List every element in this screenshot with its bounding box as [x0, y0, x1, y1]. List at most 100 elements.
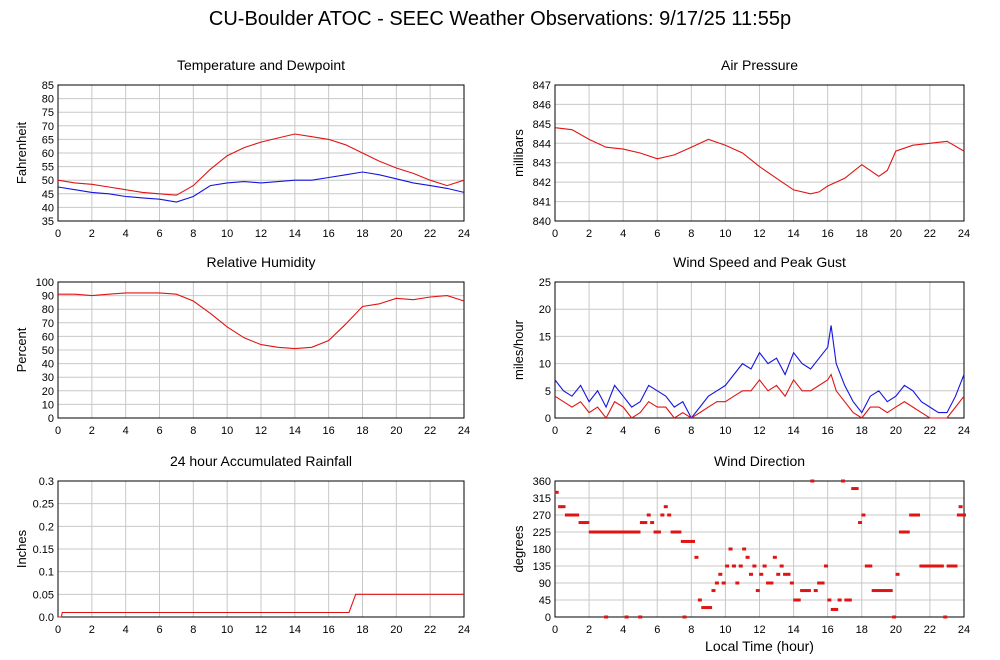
direction-point: [604, 615, 609, 619]
x-axis-label: Local Time (hour): [705, 638, 814, 654]
x-tick-label: 18: [856, 425, 868, 437]
x-tick-label: 8: [190, 228, 196, 240]
direction-point: [578, 521, 583, 525]
y-tick-label: 30: [42, 372, 54, 384]
series-line-red: [554, 127, 965, 195]
y-axis-label: Fahrenheit: [14, 122, 29, 185]
y-tick-label: 90: [539, 578, 551, 590]
x-tick-label: 22: [424, 624, 436, 636]
y-tick-label: 0.2: [39, 521, 54, 533]
x-tick-label: 14: [787, 228, 799, 240]
y-axis-label: Percent: [14, 327, 29, 372]
y-tick-label: 0.25: [33, 499, 54, 511]
x-tick-label: 0: [55, 425, 61, 437]
x-tick-label: 0: [552, 624, 558, 636]
direction-point: [844, 598, 849, 602]
y-tick-label: 40: [42, 202, 54, 214]
x-tick-label: 24: [958, 425, 970, 437]
x-tick-label: 4: [123, 228, 129, 240]
x-tick-label: 18: [856, 228, 868, 240]
y-tick-label: 85: [42, 80, 54, 92]
direction-point: [624, 615, 629, 619]
direction-point: [731, 564, 736, 568]
y-tick-label: 20: [42, 386, 54, 398]
y-tick-label: 60: [42, 148, 54, 160]
direction-point: [660, 513, 665, 517]
direction-point: [813, 589, 818, 593]
x-tick-label: 16: [323, 624, 335, 636]
direction-point: [718, 572, 723, 576]
x-tick-label: 20: [890, 425, 902, 437]
y-tick-label: 80: [42, 304, 54, 316]
y-tick-label: 75: [42, 107, 54, 119]
x-tick-label: 20: [890, 624, 902, 636]
x-tick-label: 6: [156, 228, 162, 240]
x-tick-label: 0: [55, 624, 61, 636]
series-line-red: [57, 133, 465, 196]
direction-point: [796, 598, 801, 602]
direction-point: [868, 564, 873, 568]
direction-point: [820, 581, 825, 585]
direction-point: [638, 615, 643, 619]
x-tick-label: 2: [89, 425, 95, 437]
plot-frame: [57, 480, 465, 618]
y-tick-label: 15: [539, 331, 551, 343]
direction-point: [697, 598, 702, 602]
direction-point: [864, 564, 869, 568]
x-tick-label: 12: [753, 624, 765, 636]
y-axis-label: miles/hour: [511, 319, 526, 380]
direction-point: [711, 589, 716, 593]
direction-point: [663, 505, 668, 509]
x-tick-label: 4: [123, 425, 129, 437]
y-tick-label: 0.15: [33, 544, 54, 556]
direction-point: [677, 530, 682, 534]
direction-point: [687, 539, 692, 543]
direction-point: [656, 530, 661, 534]
direction-point: [725, 564, 730, 568]
direction-point: [667, 513, 672, 517]
y-tick-label: 60: [42, 331, 54, 343]
direction-point: [752, 564, 757, 568]
direction-point: [841, 479, 846, 483]
direction-point: [704, 606, 709, 610]
x-tick-label: 2: [89, 228, 95, 240]
y-tick-label: 0: [48, 413, 54, 425]
direction-point: [721, 581, 726, 585]
y-tick-label: 845: [533, 119, 551, 131]
y-tick-label: 840: [533, 216, 551, 228]
y-tick-label: 844: [533, 138, 551, 150]
direction-point: [639, 521, 644, 525]
y-tick-label: 50: [42, 175, 54, 187]
y-tick-label: 225: [533, 527, 551, 539]
x-tick-label: 14: [289, 425, 301, 437]
direction-point: [861, 513, 866, 517]
x-tick-label: 2: [586, 624, 592, 636]
direction-point: [806, 589, 811, 593]
direction-point: [902, 530, 907, 534]
x-tick-label: 8: [688, 425, 694, 437]
chart-title: Relative Humidity: [207, 254, 316, 270]
y-tick-label: 0.3: [39, 476, 54, 488]
direction-point: [670, 530, 675, 534]
direction-point: [619, 530, 624, 534]
x-tick-label: 22: [424, 228, 436, 240]
x-tick-label: 4: [123, 624, 129, 636]
direction-point: [779, 564, 784, 568]
direction-point: [939, 564, 944, 568]
x-tick-label: 10: [221, 425, 233, 437]
chart-title: Wind Speed and Peak Gust: [673, 254, 846, 270]
x-tick-label: 22: [924, 228, 936, 240]
direction-point: [912, 513, 917, 517]
direction-point: [898, 530, 903, 534]
direction-point: [643, 521, 648, 525]
y-tick-label: 5: [545, 386, 551, 398]
y-tick-label: 315: [533, 493, 551, 505]
direction-point: [701, 606, 706, 610]
x-tick-label: 0: [55, 228, 61, 240]
direction-point: [585, 521, 590, 525]
y-tick-label: 50: [42, 345, 54, 357]
x-tick-label: 6: [156, 624, 162, 636]
direction-point: [738, 564, 743, 568]
x-tick-label: 16: [822, 624, 834, 636]
